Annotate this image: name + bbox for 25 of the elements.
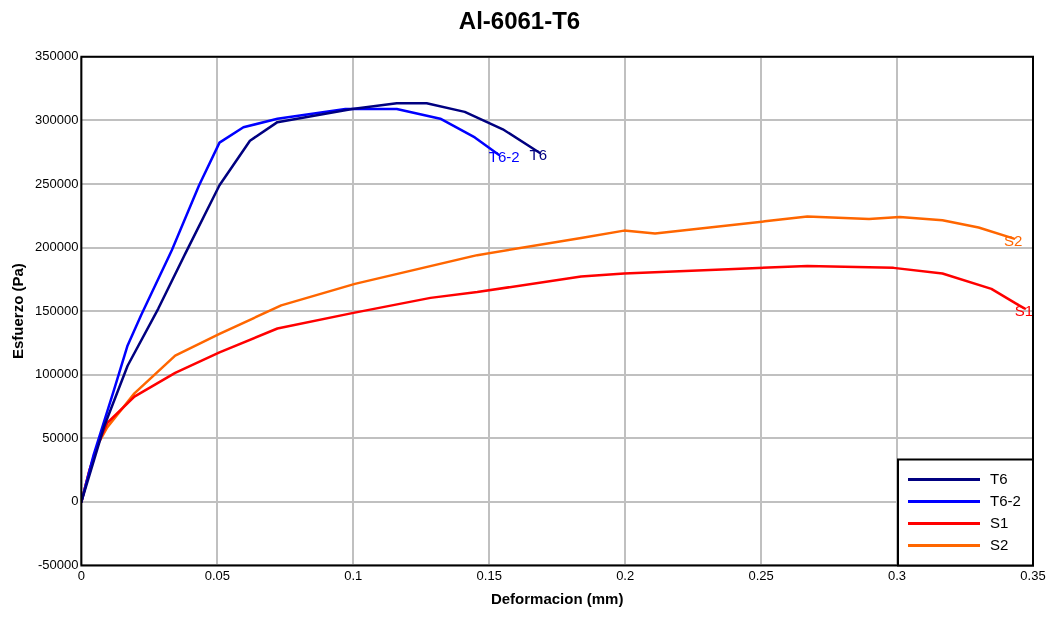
y-tick-label: -50000	[37, 556, 79, 572]
x-axis-title: Deformacion (mm)	[490, 590, 624, 608]
legend-label: T6-2	[990, 491, 1021, 509]
chart-title: Al-6061-T6	[458, 7, 581, 35]
y-tick-label: 350000	[34, 48, 79, 64]
legend-label: S1	[990, 513, 1009, 531]
x-tick-label: 0.25	[748, 567, 774, 583]
x-tick-label: 0.15	[476, 567, 502, 583]
y-tick-label: 150000	[34, 302, 79, 318]
y-tick-label: 200000	[34, 239, 79, 255]
legend-label: S2	[990, 535, 1009, 553]
y-tick-label: 250000	[34, 175, 79, 191]
y-tick-label: 300000	[34, 111, 79, 127]
text: T6	[529, 145, 548, 163]
y-tick-label: 50000	[42, 429, 79, 445]
text: T6-2	[488, 147, 520, 165]
y-tick-label: 0	[71, 493, 79, 509]
x-tick-label: 0.2	[616, 567, 635, 583]
x-tick-label: 0.3	[888, 567, 907, 583]
x-tick-label: 0.1	[344, 567, 363, 583]
x-tick-label: 0.35	[1020, 567, 1046, 583]
y-tick-label: 100000	[34, 366, 79, 382]
y-axis-title: Esfuerzo (Pa)	[9, 263, 27, 360]
x-tick-label: 0.05	[204, 567, 230, 583]
legend-label: T6	[990, 469, 1008, 487]
